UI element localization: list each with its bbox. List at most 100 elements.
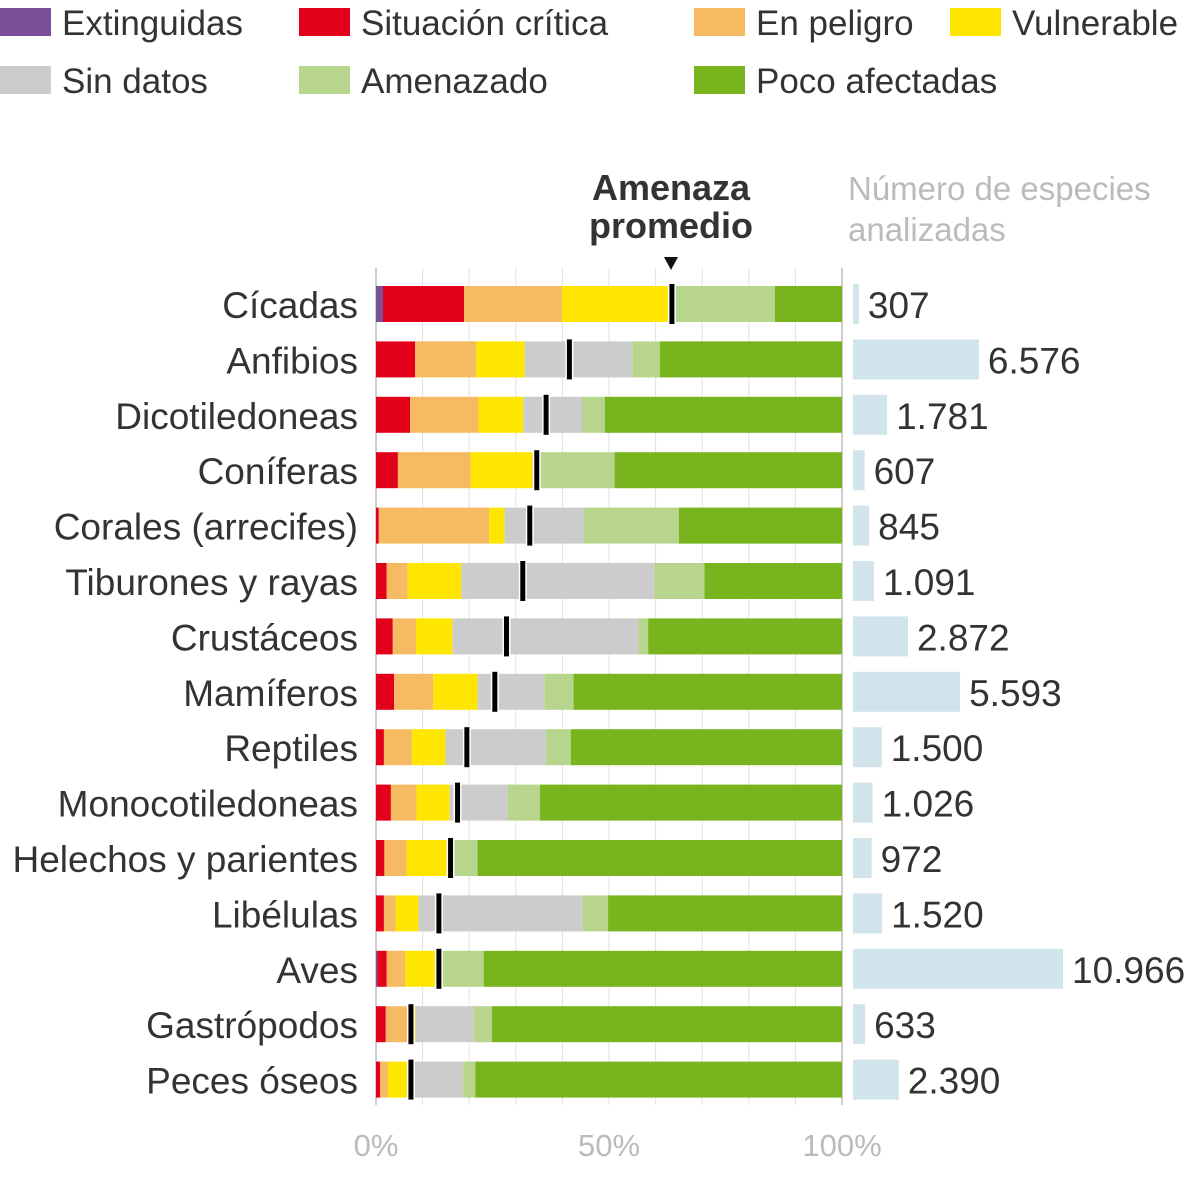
species-count-bar-crustaceos bbox=[853, 616, 908, 657]
x-tick-label-0: 0% bbox=[354, 1128, 399, 1163]
average-marker-monocotiledoneas bbox=[455, 782, 461, 823]
stacked-bars bbox=[376, 286, 842, 1098]
species-count-bar-coniferas bbox=[853, 450, 865, 491]
bar-segment-tiburones-y-rayas-sin-datos bbox=[461, 563, 655, 599]
average-marker-anfibios bbox=[566, 339, 572, 380]
bar-segment-helechos-y-parientes-amenazado bbox=[453, 840, 478, 876]
average-marker-peces-oseos bbox=[408, 1059, 414, 1100]
species-count-label-monocotiledoneas: 1.026 bbox=[882, 784, 975, 825]
bar-segment-helechos-y-parientes-vulnerable bbox=[406, 840, 450, 876]
bar-segment-corales-arrecifes-vulnerable bbox=[489, 507, 505, 544]
bar-segment-aves-extinguidas bbox=[376, 950, 378, 987]
average-marker-dicotiledoneas bbox=[543, 394, 549, 435]
bar-segment-coniferas-en-peligro bbox=[397, 452, 471, 489]
bar-segment-cicadas-en-peligro bbox=[464, 286, 562, 322]
average-threat-title-line2: promedio bbox=[589, 205, 753, 246]
category-label-crustaceos: Crustáceos bbox=[171, 617, 358, 658]
species-count-label-cicadas: 307 bbox=[868, 285, 930, 326]
bar-segment-peces-oseos-vulnerable bbox=[388, 1061, 412, 1098]
bar-segment-cicadas-situacion-critica bbox=[382, 286, 465, 322]
x-axis-ticks: 0% 50% 100% bbox=[354, 1128, 882, 1163]
species-count-bar-dicotiledoneas bbox=[853, 394, 888, 435]
category-label-dicotiledoneas: Dicotiledoneas bbox=[115, 396, 358, 437]
average-marker-aves bbox=[436, 948, 442, 989]
legend-swatch-en-peligro bbox=[694, 8, 745, 36]
bar-segment-helechos-y-parientes-en-peligro bbox=[384, 840, 407, 876]
bar-segment-reptiles-en-peligro bbox=[383, 729, 412, 766]
average-marker-libelulas bbox=[436, 893, 442, 934]
category-label-gastropodos: Gastrópodos bbox=[146, 1005, 358, 1046]
bar-segment-cicadas-extinguidas bbox=[376, 286, 383, 322]
bar-segment-reptiles-amenazado bbox=[546, 729, 571, 766]
species-count-label-gastropodos: 633 bbox=[874, 1005, 936, 1046]
average-marker-coniferas bbox=[534, 450, 540, 491]
bar-segment-peces-oseos-amenazado bbox=[463, 1061, 476, 1098]
bar-segment-tiburones-y-rayas-amenazado bbox=[654, 563, 705, 599]
category-label-mamiferos: Mamíferos bbox=[183, 673, 358, 714]
x-tick-label-100: 100% bbox=[802, 1128, 881, 1163]
bar-segment-crustaceos-situacion-critica bbox=[376, 618, 393, 655]
bar-segment-dicotiledoneas-vulnerable bbox=[478, 396, 524, 433]
bar-segment-monocotiledoneas-en-peligro bbox=[390, 784, 417, 821]
bar-segment-libelulas-en-peligro bbox=[383, 895, 396, 932]
legend-label-vulnerable: Vulnerable bbox=[1012, 4, 1178, 43]
legend-swatch-vulnerable bbox=[950, 8, 1001, 36]
bar-segment-corales-arrecifes-poco-afectadas bbox=[678, 507, 842, 544]
chart-headers: Amenaza promedio Número de especies anal… bbox=[589, 167, 1151, 270]
category-label-reptiles: Reptiles bbox=[224, 728, 358, 769]
legend-swatch-situacion-critica bbox=[299, 8, 350, 36]
species-count-bar-gastropodos bbox=[853, 1004, 866, 1045]
legend-label-situacion-critica: Situación crítica bbox=[361, 4, 609, 43]
bar-segment-monocotiledoneas-poco-afectadas bbox=[540, 784, 842, 821]
category-label-cicadas: Cícadas bbox=[222, 285, 358, 326]
bar-segment-anfibios-amenazado bbox=[632, 341, 660, 378]
category-label-aves: Aves bbox=[276, 950, 358, 991]
bar-segment-crustaceos-sin-datos bbox=[452, 618, 639, 655]
bar-segment-dicotiledoneas-amenazado bbox=[581, 396, 605, 433]
average-marker-tiburones-y-rayas bbox=[520, 561, 526, 601]
legend-label-extinguidas: Extinguidas bbox=[62, 4, 243, 43]
bar-segment-helechos-y-parientes-poco-afectadas bbox=[477, 840, 842, 876]
bar-segment-mamiferos-vulnerable bbox=[433, 673, 478, 710]
bar-segment-tiburones-y-rayas-en-peligro bbox=[386, 563, 408, 599]
chart-legend: Extinguidas Situación crítica En peligro Vu… bbox=[0, 4, 1178, 101]
bar-segment-libelulas-vulnerable bbox=[395, 895, 419, 932]
average-markers bbox=[406, 284, 676, 1100]
species-count-label-anfibios: 6.576 bbox=[988, 340, 1081, 381]
bar-segment-libelulas-sin-datos bbox=[418, 895, 583, 932]
category-label-tiburones-y-rayas: Tiburones y rayas bbox=[65, 562, 358, 603]
bar-segment-reptiles-situacion-critica bbox=[376, 729, 384, 766]
species-count-bar-cicadas bbox=[853, 284, 859, 324]
bar-segment-corales-arrecifes-situacion-critica bbox=[376, 507, 379, 544]
average-marker-reptiles bbox=[464, 727, 470, 768]
species-count-bar-aves bbox=[853, 948, 1063, 989]
bar-segment-corales-arrecifes-en-peligro bbox=[378, 507, 490, 544]
bar-segment-helechos-y-parientes-situacion-critica bbox=[376, 840, 385, 876]
species-count-bar-mamiferos bbox=[853, 671, 961, 712]
bar-segment-gastropodos-amenazado bbox=[473, 1006, 493, 1043]
bar-segment-mamiferos-en-peligro bbox=[394, 673, 434, 710]
average-marker-mamiferos bbox=[492, 671, 498, 712]
category-label-monocotiledoneas: Monocotiledoneas bbox=[58, 784, 358, 825]
category-label-helechos-y-parientes: Helechos y parientes bbox=[12, 839, 358, 880]
bar-segment-aves-situacion-critica bbox=[377, 950, 387, 987]
bar-segment-gastropodos-sin-datos bbox=[415, 1006, 474, 1043]
bar-segment-corales-arrecifes-amenazado bbox=[583, 507, 679, 544]
species-count-bar-anfibios bbox=[853, 339, 979, 380]
bar-segment-anfibios-en-peligro bbox=[415, 341, 477, 378]
bar-segment-mamiferos-poco-afectadas bbox=[573, 673, 842, 710]
x-tick-label-50: 50% bbox=[578, 1128, 640, 1163]
category-label-anfibios: Anfibios bbox=[226, 340, 358, 381]
bar-segment-dicotiledoneas-situacion-critica bbox=[376, 396, 411, 433]
category-label-libelulas: Libélulas bbox=[212, 894, 358, 935]
bar-segment-mamiferos-amenazado bbox=[544, 673, 574, 710]
bar-segment-coniferas-amenazado bbox=[539, 452, 615, 489]
average-marker-cicadas bbox=[669, 284, 675, 324]
bar-segment-gastropodos-poco-afectadas bbox=[492, 1006, 842, 1043]
legend-label-poco-afectadas: Poco afectadas bbox=[756, 62, 997, 101]
legend-swatch-sin-datos bbox=[0, 66, 51, 94]
species-count-label-crustaceos: 2.872 bbox=[917, 617, 1010, 658]
species-count-label-corales-arrecifes: 845 bbox=[878, 507, 940, 548]
bar-segment-monocotiledoneas-situacion-critica bbox=[376, 784, 391, 821]
